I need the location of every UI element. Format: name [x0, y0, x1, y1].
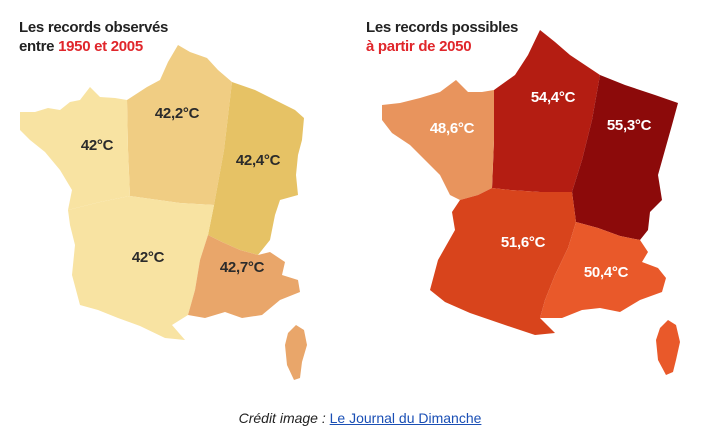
- region-north-center: [492, 30, 600, 192]
- region-label-southwest: 51,6°C: [501, 234, 546, 251]
- region-west: [382, 80, 494, 200]
- map-observed: 42,2°C 42°C 42,4°C 42°C 42,7°C: [20, 45, 307, 380]
- image-credit: Crédit image : Le Journal du Dimanche: [0, 410, 720, 426]
- region-label-southeast: 50,4°C: [584, 264, 629, 281]
- region-corsica: [656, 320, 680, 375]
- region-label-northeast: 55,3°C: [607, 117, 652, 134]
- map-title-projected-period: à partir de 2050: [366, 38, 472, 55]
- credit-source-link[interactable]: Le Journal du Dimanche: [329, 410, 482, 426]
- map-title-observed-line2: entre 1950 et 2005: [19, 37, 168, 56]
- map-title-projected: Les records possibles à partir de 2050: [366, 18, 518, 56]
- region-southeast: [188, 235, 300, 318]
- region-label-southwest: 42°C: [132, 249, 165, 266]
- map-title-observed-prefix: entre: [19, 38, 59, 55]
- region-label-southeast: 42,7°C: [220, 259, 265, 276]
- region-corsica: [285, 325, 307, 380]
- map-projected: 54,4°C 48,6°C 55,3°C 51,6°C 50,4°C: [382, 30, 680, 375]
- region-northeast: [208, 82, 304, 255]
- region-southwest: [430, 188, 576, 335]
- map-title-projected-line1: Les records possibles: [366, 19, 519, 36]
- region-label-northeast: 42,4°C: [236, 152, 281, 169]
- region-southwest: [68, 196, 214, 340]
- region-label-west: 48,6°C: [430, 120, 475, 137]
- region-north-center: [127, 45, 232, 205]
- region-label-west: 42°C: [81, 137, 114, 154]
- region-label-north-center: 54,4°C: [531, 89, 576, 106]
- map-title-projected-line2: à partir de 2050: [366, 37, 518, 56]
- map-title-observed-period: 1950 et 2005: [58, 38, 143, 55]
- region-west: [20, 87, 130, 210]
- region-label-north-center: 42,2°C: [155, 105, 200, 122]
- credit-prefix: Crédit image :: [238, 410, 330, 426]
- map-title-observed: Les records observés entre 1950 et 2005: [19, 18, 168, 56]
- region-northeast: [572, 75, 678, 240]
- map-title-observed-line1: Les records observés: [19, 19, 169, 36]
- region-southeast: [540, 222, 666, 318]
